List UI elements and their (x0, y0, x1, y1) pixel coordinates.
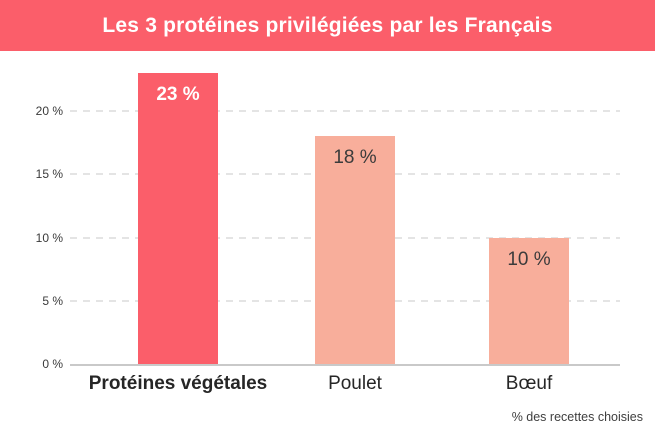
title-banner: Les 3 protéines privilégiées par les Fra… (0, 0, 655, 51)
y-tick-label: 10 % (35, 230, 63, 245)
gridline (70, 110, 620, 113)
footnote: % des recettes choisies (511, 410, 643, 424)
bar-value-label: 10 % (507, 249, 551, 270)
bar-value-label: 18 % (333, 147, 377, 168)
chart-title: Les 3 protéines privilégiées par les Fra… (102, 13, 553, 37)
y-tick-label: 20 % (35, 104, 63, 119)
y-tick-label: 15 % (35, 167, 63, 182)
x-axis-line (70, 364, 620, 366)
y-tick-label: 5 % (42, 293, 63, 308)
bar-1: 23 % (138, 73, 218, 364)
category-label: Bœuf (505, 373, 553, 394)
bar-2: 18 % (315, 136, 395, 364)
category-label: Poulet (328, 373, 382, 394)
category-label: Protéines végétales (88, 373, 268, 394)
bar-3: 10 % (489, 238, 569, 364)
bar-value-label: 23 % (156, 84, 200, 105)
y-tick-label: 0 % (42, 357, 63, 371)
